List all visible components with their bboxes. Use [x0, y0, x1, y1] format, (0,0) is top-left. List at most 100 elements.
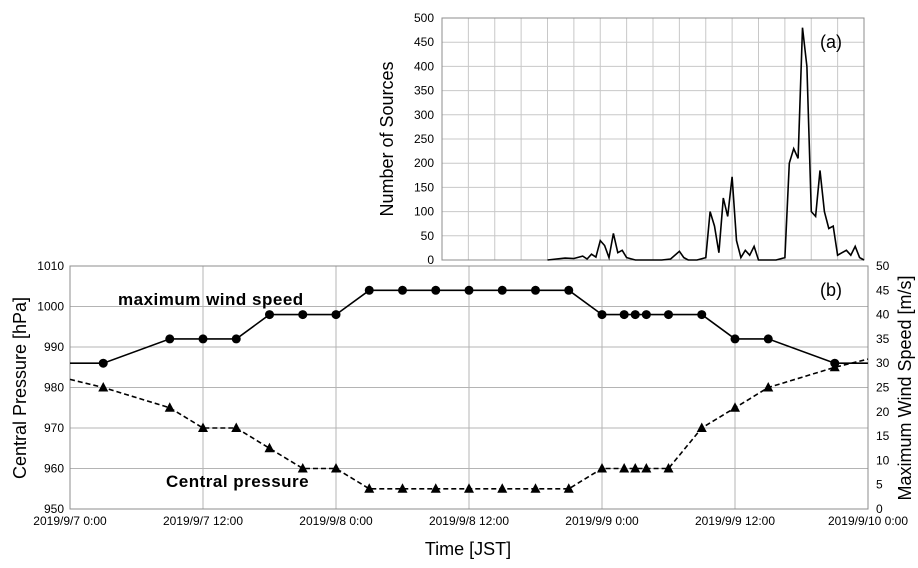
central-pressure-marker [231, 422, 242, 432]
x-tick-label: 2019/9/10 0:00 [828, 514, 908, 528]
central-pressure-marker [641, 463, 652, 473]
central-pressure-marker [730, 402, 740, 412]
left-y-tick-label: 950 [44, 502, 64, 516]
panel-a: 0 50 100 150 200 250 300 350 400 450 500 (a) Numbe… [377, 11, 865, 267]
left-y-tick-label: 1010 [37, 259, 64, 273]
central-pressure-marker [198, 422, 208, 432]
x-tick-label: 2019/9/7 0:00 [33, 514, 107, 528]
panel-b-x-ticks: 2019/9/7 0:00 2019/9/7 12:00 2019/9/8 0:00… [33, 514, 908, 528]
wind-speed-marker [497, 285, 507, 295]
right-y-tick-label: 15 [876, 429, 890, 443]
central-pressure-marker [597, 463, 607, 473]
central-pressure-marker [763, 382, 774, 392]
right-y-tick-label: 20 [876, 405, 890, 419]
wind-speed-marker [398, 285, 407, 295]
left-y-tick-label: 960 [44, 462, 64, 476]
wind-speed-marker [664, 310, 673, 320]
central-pressure-marker [264, 442, 275, 453]
panel-b-right-y-ticks: 0 5 10 15 20 25 30 35 40 45 50 [876, 259, 890, 516]
x-tick-label: 2019/9/8 0:00 [299, 514, 373, 528]
wind-speed-marker [198, 334, 208, 344]
panel-a-y-tick-label: 450 [414, 35, 434, 49]
panel-b-right-y-axis-title: Maximum Wind Speed [m/s] [895, 275, 915, 500]
left-y-tick-label: 970 [44, 421, 64, 435]
x-tick-label: 2019/9/7 12:00 [163, 514, 243, 528]
right-y-tick-label: 0 [876, 502, 883, 516]
wind-speed-marker [464, 285, 474, 295]
panel-a-y-tick-label: 100 [414, 205, 434, 219]
panel-a-y-tick-label: 200 [414, 156, 434, 170]
panel-a-label: (a) [820, 32, 842, 52]
wind-speed-marker [298, 310, 308, 320]
central-pressure-marker [297, 463, 308, 473]
panel-a-y-axis-title: Number of Sources [377, 61, 397, 216]
wind-speed-marker [697, 310, 707, 320]
panel-a-y-ticks: 0 50 100 150 200 250 300 350 400 450 500 [414, 11, 434, 267]
panel-b-frame [69, 265, 869, 510]
wind-speed-marker [763, 334, 773, 344]
central-pressure-marker [663, 463, 674, 473]
number-of-sources-line [547, 27, 865, 261]
central-pressure-marker [829, 361, 840, 372]
panel-a-y-tick-label: 500 [414, 11, 434, 25]
wind-speed-annotation: maximum wind speed [118, 290, 304, 309]
central-pressure-marker [696, 422, 707, 432]
panel-a-y-tick-label: 350 [414, 84, 434, 98]
panel-a-y-tick-label: 250 [414, 132, 434, 146]
right-y-tick-label: 50 [876, 259, 890, 273]
right-y-tick-label: 45 [876, 283, 890, 297]
wind-speed-marker [630, 310, 640, 320]
right-y-tick-label: 25 [876, 381, 890, 395]
wind-speed-marker [364, 285, 374, 295]
panel-a-y-tick-label: 50 [421, 229, 435, 243]
panel-b-left-y-ticks: 950 960 970 980 990 1000 1010 [37, 259, 64, 516]
panel-a-y-tick-label: 300 [414, 108, 434, 122]
central-pressure-marker [331, 463, 341, 473]
x-axis-title: Time [JST] [425, 539, 511, 559]
wind-speed-marker [331, 310, 341, 320]
central-pressure-marker [530, 483, 541, 493]
central-pressure-annotation: Central pressure [166, 472, 309, 491]
left-y-tick-label: 990 [44, 340, 64, 354]
x-tick-label: 2019/9/9 12:00 [695, 514, 775, 528]
right-y-tick-label: 30 [876, 356, 890, 370]
wind-speed-marker [597, 310, 607, 320]
central-pressure-marker [563, 483, 574, 493]
wind-speed-marker [730, 334, 740, 344]
panel-b-series [69, 285, 869, 493]
wind-speed-marker [431, 285, 441, 295]
right-y-tick-label: 10 [876, 453, 890, 467]
right-y-tick-label: 40 [876, 308, 890, 322]
panel-a-grid [442, 17, 864, 261]
wind-speed-marker [165, 334, 175, 344]
central-pressure-marker [630, 463, 641, 473]
panel-a-y-tick-label: 150 [414, 180, 434, 194]
central-pressure-marker [430, 483, 441, 493]
central-pressure-marker [98, 382, 109, 392]
central-pressure-marker [497, 483, 508, 493]
wind-speed-marker [98, 358, 108, 368]
panel-a-y-tick-label: 400 [414, 59, 434, 73]
central-pressure-marker [364, 483, 375, 493]
central-pressure-marker [464, 483, 474, 493]
right-y-tick-label: 5 [876, 478, 883, 492]
right-y-tick-label: 35 [876, 332, 890, 346]
x-tick-label: 2019/9/8 12:00 [429, 514, 509, 528]
panel-b: 950 960 970 980 990 1000 1010 0 5 10 15 20 25 30 35 40… [10, 259, 915, 559]
central-pressure-marker [164, 402, 175, 412]
central-pressure-marker [397, 483, 408, 493]
left-y-tick-label: 980 [44, 381, 64, 395]
x-tick-label: 2019/9/9 0:00 [565, 514, 639, 528]
wind-speed-marker [231, 334, 241, 344]
central-pressure-marker [619, 463, 630, 473]
wind-speed-marker [619, 310, 629, 320]
wind-speed-marker [531, 285, 540, 295]
panel-b-left-y-axis-title: Central Pressure [hPa] [10, 297, 30, 479]
panel-a-y-tick-label: 0 [427, 253, 434, 267]
wind-speed-marker [641, 310, 651, 320]
left-y-tick-label: 1000 [37, 300, 64, 314]
wind-speed-marker [564, 285, 574, 295]
wind-speed-marker [265, 310, 274, 320]
